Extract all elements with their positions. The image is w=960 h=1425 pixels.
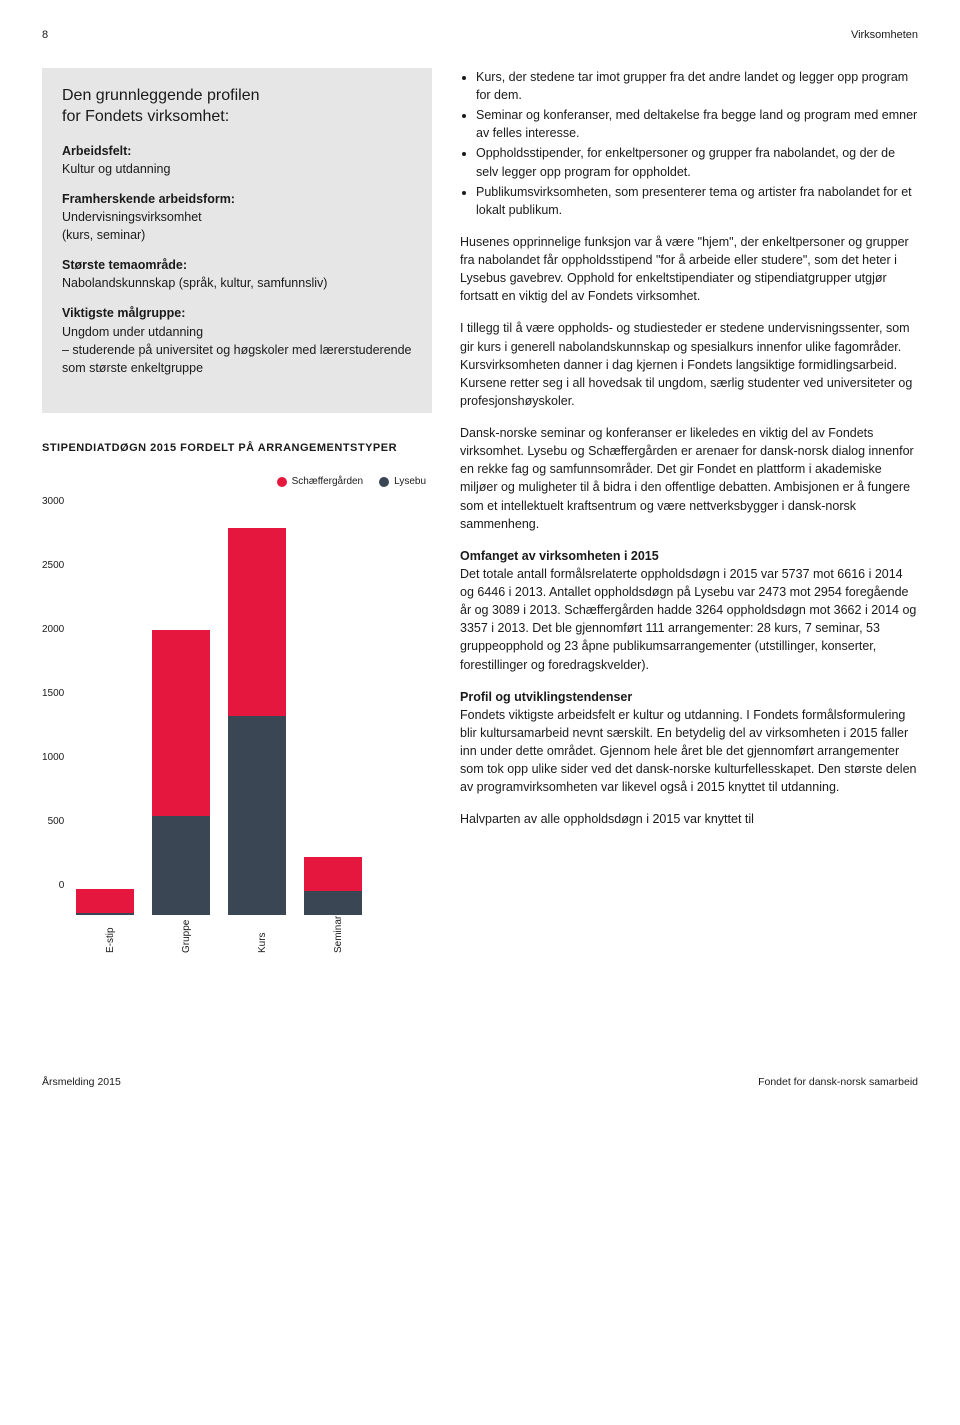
footer-left: Årsmelding 2015 bbox=[42, 1075, 121, 1090]
profile-label: Viktigste målgruppe: bbox=[62, 304, 412, 322]
subhead: Omfanget av virksomheten i 2015 bbox=[460, 549, 659, 563]
bullet-list: Kurs, der stedene tar imot grupper fra d… bbox=[460, 68, 918, 219]
bullet-item: Oppholdsstipender, for enkeltpersoner og… bbox=[476, 144, 918, 180]
profile-title-line1: Den grunnleggende profilen bbox=[62, 87, 259, 104]
profile-section: Største temaområde:Nabolandskunnskap (sp… bbox=[62, 256, 412, 292]
stipend-chart: Schæffergården Lysebu 3000 2500 2000 1500 100… bbox=[42, 469, 432, 996]
paragraph-body: Det totale antall formålsrelaterte oppho… bbox=[460, 567, 916, 672]
profile-label: Framherskende arbeidsform: bbox=[62, 190, 412, 208]
bar-segment-lysebu bbox=[228, 716, 286, 915]
profile-section: Arbeidsfelt:Kultur og utdanning bbox=[62, 142, 412, 178]
profile-label: Arbeidsfelt: bbox=[62, 142, 412, 160]
subhead: Profil og utviklingstendenser bbox=[460, 690, 632, 704]
chart-legend: Schæffergården Lysebu bbox=[42, 475, 432, 490]
profile-box: Den grunnleggende profilen for Fondets v… bbox=[42, 68, 432, 413]
page-number: 8 bbox=[42, 28, 48, 44]
paragraph: Halvparten av alle oppholdsdøgn i 2015 v… bbox=[460, 810, 918, 828]
y-tick: 1500 bbox=[42, 687, 64, 702]
bar-segment-schaeffer bbox=[152, 630, 210, 816]
y-tick: 1000 bbox=[42, 751, 64, 766]
bullet-item: Seminar og konferanser, med deltakelse f… bbox=[476, 106, 918, 142]
section-title: Virksomheten bbox=[851, 28, 918, 44]
x-axis: E-stipGruppeKursSeminar bbox=[42, 945, 432, 995]
x-label: Seminar bbox=[332, 895, 382, 953]
y-tick: 500 bbox=[48, 815, 65, 830]
profile-value: Kultur og utdanning bbox=[62, 160, 412, 178]
x-label: Kurs bbox=[256, 895, 306, 953]
chart-title: STIPENDIATDØGN 2015 FORDELT PÅ ARRANGEME… bbox=[42, 441, 432, 457]
profile-section: Framherskende arbeidsform:Undervisningsv… bbox=[62, 190, 412, 244]
profile-title: Den grunnleggende profilen for Fondets v… bbox=[62, 86, 412, 128]
paragraph: Profil og utviklingstendenser Fondets vi… bbox=[460, 688, 918, 797]
profile-value: Undervisningsvirksomhet (kurs, seminar) bbox=[62, 208, 412, 244]
paragraph-body: Fondets viktigste arbeidsfelt er kultur … bbox=[460, 708, 916, 795]
bar-stack bbox=[152, 630, 210, 915]
bar-column bbox=[152, 630, 210, 915]
bar-stack bbox=[228, 528, 286, 915]
bullet-item: Publikumsvirksomheten, som presenterer t… bbox=[476, 183, 918, 219]
legend-swatch bbox=[379, 477, 389, 487]
profile-title-line2: for Fondets virksomhet: bbox=[62, 108, 229, 125]
profile-section: Viktigste målgruppe:Ungdom under utdanni… bbox=[62, 304, 412, 377]
legend-swatch bbox=[277, 477, 287, 487]
y-tick: 0 bbox=[59, 879, 65, 894]
paragraph: I tillegg til å være oppholds- og studie… bbox=[460, 319, 918, 410]
page-footer: Årsmelding 2015 Fondet for dansk-norsk s… bbox=[0, 1075, 960, 1108]
profile-value: Nabolandskunnskap (språk, kultur, samfun… bbox=[62, 274, 412, 292]
paragraph: Dansk-norske seminar og konferanser er l… bbox=[460, 424, 918, 533]
chart-plot bbox=[70, 495, 432, 915]
x-label: E-stip bbox=[104, 895, 154, 953]
legend-item: Schæffergården bbox=[277, 475, 364, 490]
bar-column bbox=[228, 528, 286, 915]
footer-right: Fondet for dansk-norsk samarbeid bbox=[758, 1075, 918, 1090]
bar-segment-schaeffer bbox=[304, 857, 362, 891]
bar-segment-schaeffer bbox=[228, 528, 286, 716]
profile-label: Største temaområde: bbox=[62, 256, 412, 274]
y-axis: 3000 2500 2000 1500 1000 500 0 bbox=[42, 495, 70, 915]
page-header: 8 Virksomheten bbox=[42, 28, 918, 44]
legend-item: Lysebu bbox=[379, 475, 426, 490]
paragraph: Husenes opprinnelige funksjon var å være… bbox=[460, 233, 918, 306]
y-tick: 3000 bbox=[42, 495, 64, 510]
legend-label: Schæffergården bbox=[292, 475, 364, 490]
bullet-item: Kurs, der stedene tar imot grupper fra d… bbox=[476, 68, 918, 104]
paragraph: Omfanget av virksomheten i 2015 Det tota… bbox=[460, 547, 918, 674]
legend-label: Lysebu bbox=[394, 475, 426, 490]
y-tick: 2500 bbox=[42, 559, 64, 574]
y-tick: 2000 bbox=[42, 623, 64, 638]
profile-value: Ungdom under utdanning – studerende på u… bbox=[62, 323, 412, 377]
x-label: Gruppe bbox=[180, 895, 230, 953]
